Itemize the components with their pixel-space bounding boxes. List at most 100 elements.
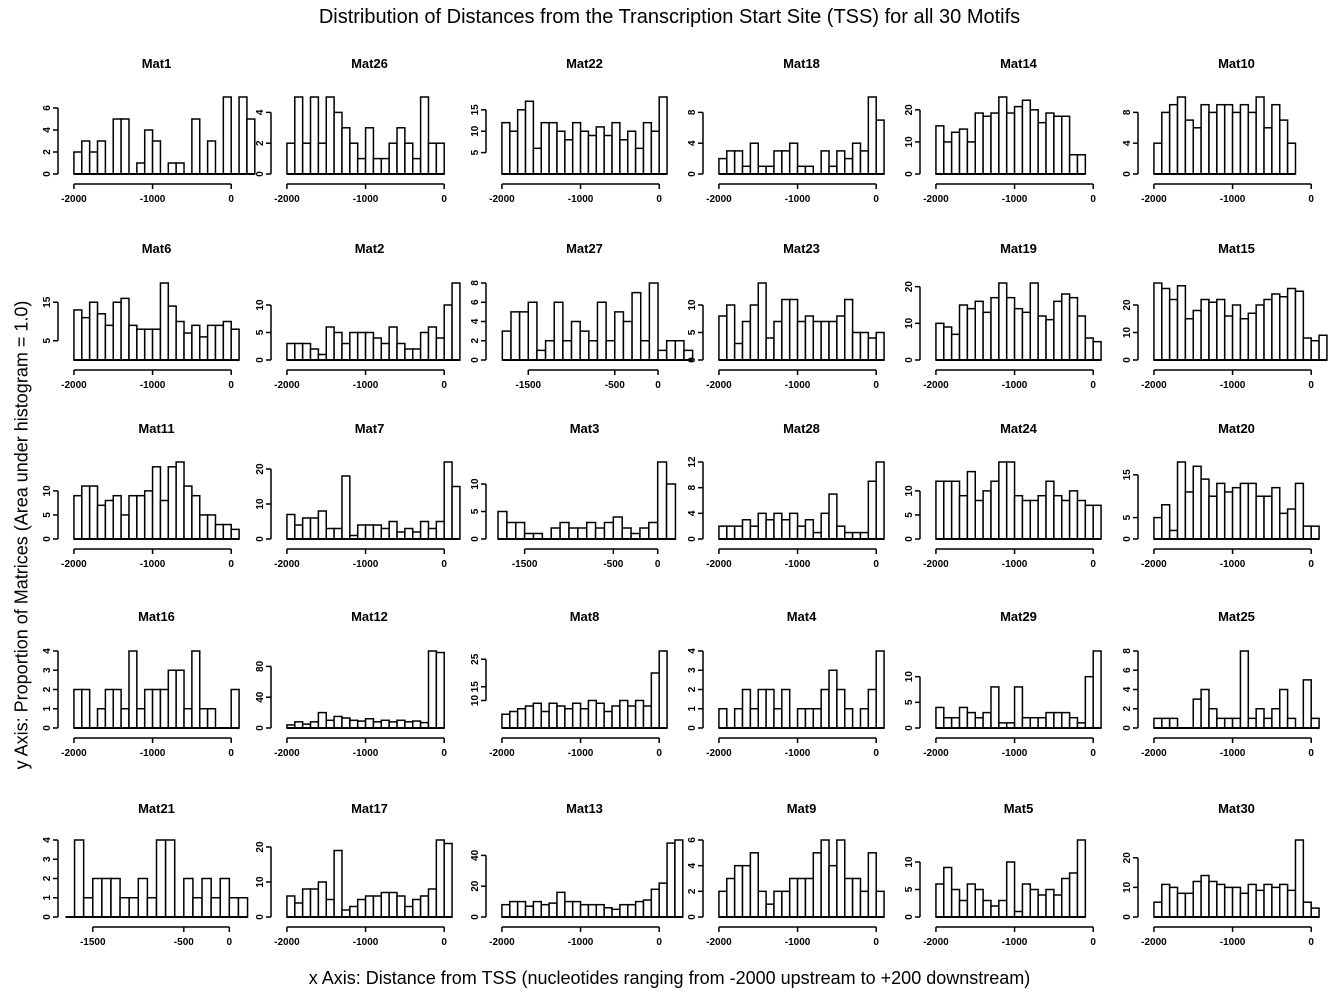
histogram-bar — [143, 490, 154, 540]
histogram-bar — [1168, 717, 1179, 729]
histogram-bar — [427, 142, 438, 175]
histogram-bar — [201, 877, 212, 918]
histogram-bar — [556, 705, 566, 729]
histogram-bar — [966, 141, 976, 175]
histogram-bar — [666, 842, 676, 918]
histogram-bar — [1013, 307, 1024, 361]
histogram-bar — [622, 320, 633, 361]
histogram-bar — [966, 883, 976, 918]
histogram-bar — [120, 297, 130, 361]
x-tick-label: -1000 — [568, 937, 594, 948]
histogram-bar — [867, 337, 877, 361]
histogram-bar — [143, 688, 154, 729]
histogram-bar — [1005, 861, 1016, 918]
histogram-bar — [412, 720, 422, 729]
histogram-bar — [757, 282, 767, 361]
histogram-bar — [788, 512, 799, 540]
y-tick-label: 0 — [42, 536, 53, 542]
histogram-bar — [151, 328, 162, 361]
histogram-bar — [1037, 494, 1047, 540]
histogram-bar — [796, 165, 807, 175]
panel-mat12: Mat12 0 40 80 -2000 -1000 0 — [255, 609, 447, 759]
histogram-bar — [372, 524, 383, 540]
histogram-bar — [1286, 508, 1297, 540]
histogram-bar — [222, 96, 232, 175]
histogram-bar — [950, 716, 961, 729]
panel-mat27: Mat27 0 2 4 6 8 -1500 -500 0 — [470, 241, 694, 391]
y-tick-label: 20 — [255, 841, 266, 853]
histogram-bar — [1092, 504, 1102, 540]
histogram-bar — [820, 150, 830, 175]
histogram-bar — [958, 494, 969, 540]
histogram-bar — [859, 708, 870, 729]
y-tick-label: 2 — [42, 686, 53, 692]
y-tick-label: 20 — [255, 463, 266, 475]
histogram-bar — [1021, 99, 1032, 175]
histogram-bar — [73, 839, 85, 918]
histogram-bar — [733, 525, 744, 540]
histogram-bar — [1223, 103, 1234, 175]
histogram-bar — [733, 342, 744, 361]
panel-mat18: Mat18 0 4 8 -2000 -1000 0 — [687, 56, 885, 205]
histogram-bar — [356, 524, 367, 540]
histogram-bar — [104, 499, 114, 540]
histogram-bar — [1053, 711, 1063, 729]
y-tick-label: 0 — [687, 171, 698, 177]
histogram-bar — [540, 121, 550, 175]
histogram-bar — [828, 864, 838, 918]
y-tick-label: 15 — [470, 104, 481, 116]
histogram-bar — [594, 527, 606, 540]
histogram-bar — [443, 304, 453, 361]
x-tick-label: 0 — [441, 937, 447, 948]
histogram-bar — [183, 708, 193, 729]
histogram-bar — [875, 650, 885, 729]
histogram-bar — [781, 688, 791, 729]
panel-mat13: Mat13 0 20 40 -2000 -1000 0 — [470, 801, 684, 948]
histogram-bar — [333, 111, 343, 175]
histogram-bar — [1247, 883, 1257, 918]
x-tick-label: -2000 — [706, 559, 732, 570]
histogram-bar — [1005, 112, 1016, 175]
x-tick-label: -2000 — [1141, 194, 1167, 205]
x-tick-label: 0 — [1090, 380, 1096, 391]
histogram-bar — [1279, 688, 1289, 729]
histogram-bar — [309, 888, 320, 918]
x-tick-label: -1000 — [1220, 194, 1246, 205]
histogram-bar — [1013, 105, 1024, 175]
x-tick-label: 0 — [441, 194, 447, 205]
y-tick-label: 25 — [470, 653, 481, 665]
histogram-bar — [851, 877, 862, 918]
histogram-bar — [844, 298, 854, 361]
x-tick-label: -1000 — [1220, 937, 1246, 948]
y-tick-label: 2 — [255, 140, 266, 146]
histogram-bar — [1223, 886, 1234, 918]
histogram-bar — [101, 877, 112, 918]
histogram-bar — [559, 521, 570, 540]
histogram-bar — [1168, 103, 1179, 175]
histogram-bar — [974, 112, 984, 175]
panel-mat19: Mat19 0 10 20 -2000 -1000 0 — [904, 241, 1102, 391]
panel-mat6: Mat6 5 15 -2000 -1000 0 — [42, 241, 240, 391]
histogram-bar — [317, 142, 327, 175]
histogram-bar — [726, 304, 736, 361]
histogram-bar — [674, 839, 684, 918]
histogram-bar — [524, 705, 535, 729]
histogram-bar — [1216, 298, 1226, 361]
y-tick-label: 0 — [687, 357, 698, 363]
histogram-bar — [726, 150, 736, 175]
histogram-bar — [1021, 716, 1032, 729]
x-tick-label: -1000 — [568, 194, 594, 205]
histogram-bar — [1037, 315, 1047, 361]
histogram-bar — [536, 349, 547, 361]
histogram-bar — [982, 711, 992, 729]
histogram-bar — [943, 866, 953, 918]
x-tick-label: -2000 — [274, 559, 300, 570]
histogram-bar — [627, 130, 637, 175]
histogram-bar — [532, 147, 542, 175]
histogram-bar — [1192, 465, 1202, 540]
histogram-bar — [167, 162, 177, 175]
y-tick-label: 4 — [42, 837, 53, 843]
panel-title: Mat10 — [1218, 56, 1255, 71]
panel-title: Mat14 — [1000, 56, 1038, 71]
histogram-bar — [656, 461, 668, 540]
